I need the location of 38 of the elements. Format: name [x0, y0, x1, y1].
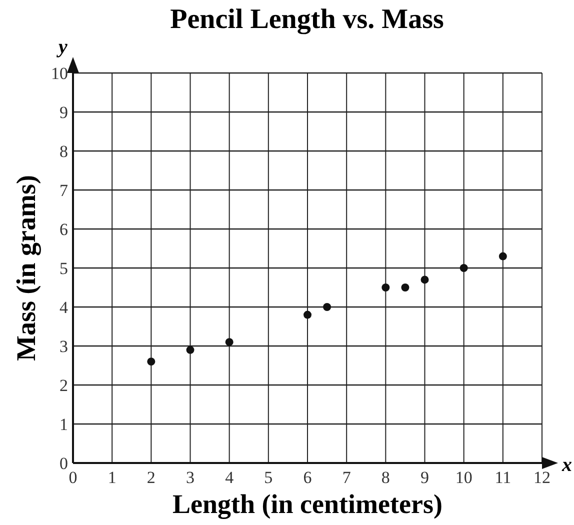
y-tick-label: 6: [60, 220, 68, 239]
point: [420, 276, 429, 284]
point: [460, 264, 468, 272]
point: [401, 284, 410, 292]
x-tick-label: 4: [225, 468, 234, 487]
y-tick-label: 5: [60, 259, 68, 278]
x-tick-label: 3: [186, 468, 194, 487]
y-tick-label: 2: [60, 376, 68, 395]
x-tick-label: 12: [534, 468, 550, 487]
point: [186, 346, 194, 354]
x-tick-label: 1: [108, 468, 116, 487]
x-tick-label: 2: [146, 468, 156, 487]
y-tick-label: 1: [60, 415, 68, 434]
y-tick-label: 9: [60, 103, 68, 122]
y-tick-label: 8: [60, 142, 68, 161]
point: [147, 358, 156, 366]
x-tick-label: 5: [264, 468, 273, 487]
x-axis-title: Length (in centimeters): [172, 489, 442, 519]
x-tick-label: 8: [381, 468, 390, 487]
x-tick-label: 7: [342, 468, 352, 487]
y-tick-label: 3: [60, 337, 68, 356]
point: [225, 338, 234, 346]
x-tick-label: 6: [303, 468, 312, 487]
point: [382, 284, 390, 292]
x-tick-label: 9: [420, 468, 429, 487]
y-axis-title: Mass (in grams): [11, 175, 41, 361]
text: x: [561, 454, 572, 476]
point: [323, 303, 332, 311]
y-tick-label: 10: [51, 64, 68, 83]
y-tick-label: 7: [60, 181, 68, 200]
x-tick-label: 11: [494, 468, 512, 487]
chart-title: Pencil Length vs. Mass: [170, 4, 444, 35]
y-tick-label: 4: [60, 298, 68, 317]
x-tick-label: 10: [455, 468, 472, 487]
y-tick-label: 0: [60, 454, 68, 473]
point: [304, 310, 312, 319]
point: [498, 252, 507, 260]
text: y: [56, 36, 68, 58]
